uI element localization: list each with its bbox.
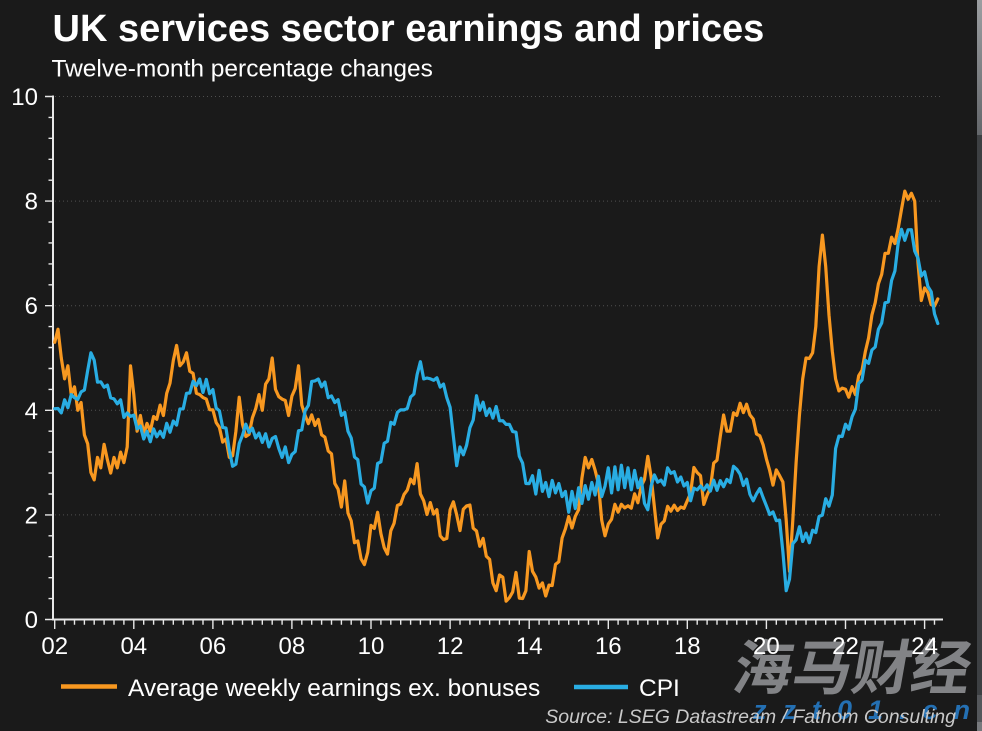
svg-text:14: 14 [516,633,543,660]
svg-text:24: 24 [911,633,938,660]
svg-text:0: 0 [25,607,38,634]
svg-text:UK services sector earnings an: UK services sector earnings and prices [53,8,765,50]
svg-text:06: 06 [200,633,227,660]
svg-text:Source: LSEG Datastream / Fath: Source: LSEG Datastream / Fathom Consult… [545,706,956,728]
svg-text:04: 04 [120,633,147,660]
svg-text:CPI: CPI [639,675,680,702]
svg-text:6: 6 [25,293,38,320]
svg-text:Average weekly earnings ex. bo: Average weekly earnings ex. bonuses [128,675,540,702]
svg-text:16: 16 [595,633,622,660]
svg-text:Twelve-month percentage change: Twelve-month percentage changes [52,56,433,83]
svg-text:zzt01.cn: zzt01.cn [752,695,982,725]
svg-text:8: 8 [25,189,38,216]
svg-text:2: 2 [25,502,38,529]
svg-text:10: 10 [358,633,385,660]
svg-text:12: 12 [437,633,464,660]
svg-text:02: 02 [41,633,68,660]
svg-text:22: 22 [832,633,859,660]
svg-text:08: 08 [279,633,306,660]
svg-text:18: 18 [674,633,701,660]
svg-text:10: 10 [11,84,38,111]
svg-text:4: 4 [25,398,38,425]
svg-text:20: 20 [753,633,780,660]
